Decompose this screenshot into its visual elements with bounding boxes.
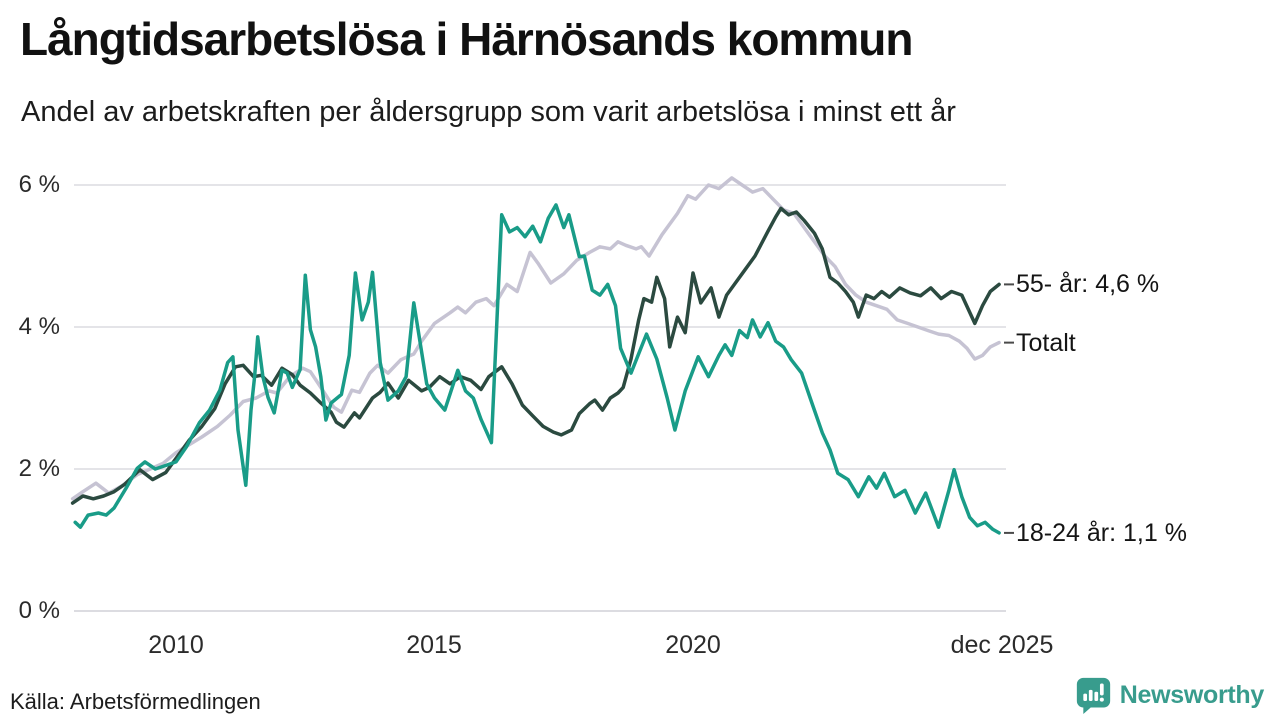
page-title: Långtidsarbetslösa i Härnösands kommun <box>20 13 913 65</box>
x-tick-2015: 2015 <box>406 631 462 659</box>
newsworthy-wordmark: Newsworthy <box>1119 680 1265 709</box>
series-label-55: 55- år: 4,6 % <box>1016 270 1160 298</box>
y-tick-4: 4 % <box>18 313 60 340</box>
x-tick-2010: 2010 <box>148 631 204 659</box>
x-tick-2020: 2020 <box>665 631 721 659</box>
series-label-18-24: 18-24 år: 1,1 % <box>1016 519 1187 547</box>
series-line-18-24år <box>73 203 1001 535</box>
y-tick-6: 6 % <box>18 171 60 198</box>
newsworthy-logo: Newsworthy <box>1075 676 1264 714</box>
y-tick-0: 0 % <box>18 597 60 624</box>
newsworthy-icon <box>1075 676 1112 714</box>
page-subtitle: Andel av arbetskraften per åldersgrupp s… <box>21 96 956 128</box>
x-tick-dec2025: dec 2025 <box>950 631 1054 659</box>
series-line-55-år <box>70 206 1001 505</box>
y-tick-2: 2 % <box>18 455 60 482</box>
series-line-Totalt <box>70 176 1001 501</box>
source-note: Källa: Arbetsförmedlingen <box>10 689 261 714</box>
series-label-total: Totalt <box>1016 329 1076 357</box>
